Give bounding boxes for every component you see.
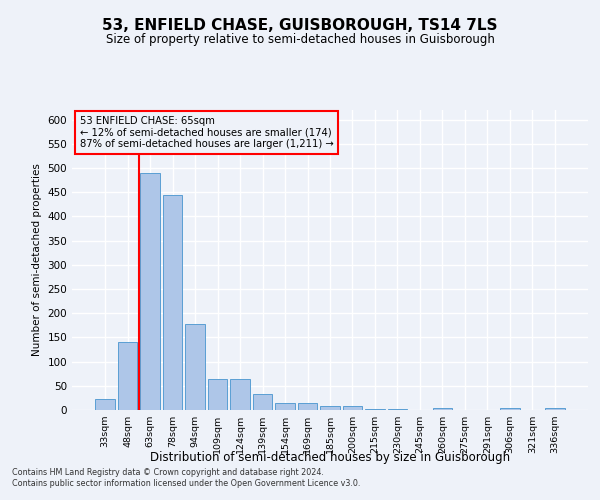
Bar: [275, 402, 295, 410]
Text: Distribution of semi-detached houses by size in Guisborough: Distribution of semi-detached houses by …: [150, 451, 510, 464]
Bar: [208, 378, 227, 410]
Bar: [500, 408, 520, 410]
Bar: [320, 406, 340, 410]
Bar: [140, 173, 160, 410]
Text: Contains HM Land Registry data © Crown copyright and database right 2024.
Contai: Contains HM Land Registry data © Crown c…: [12, 468, 361, 487]
Text: 53, ENFIELD CHASE, GUISBOROUGH, TS14 7LS: 53, ENFIELD CHASE, GUISBOROUGH, TS14 7LS: [102, 18, 498, 32]
Text: 53 ENFIELD CHASE: 65sqm
← 12% of semi-detached houses are smaller (174)
87% of s: 53 ENFIELD CHASE: 65sqm ← 12% of semi-de…: [80, 116, 334, 149]
Bar: [95, 399, 115, 410]
Bar: [433, 408, 452, 410]
Bar: [185, 324, 205, 410]
Bar: [388, 409, 407, 410]
Bar: [298, 402, 317, 410]
Bar: [118, 342, 137, 410]
Y-axis label: Number of semi-detached properties: Number of semi-detached properties: [32, 164, 42, 356]
Bar: [253, 394, 272, 410]
Bar: [230, 378, 250, 410]
Bar: [545, 408, 565, 410]
Bar: [343, 406, 362, 410]
Bar: [163, 194, 182, 410]
Bar: [365, 409, 385, 410]
Text: Size of property relative to semi-detached houses in Guisborough: Size of property relative to semi-detach…: [106, 32, 494, 46]
